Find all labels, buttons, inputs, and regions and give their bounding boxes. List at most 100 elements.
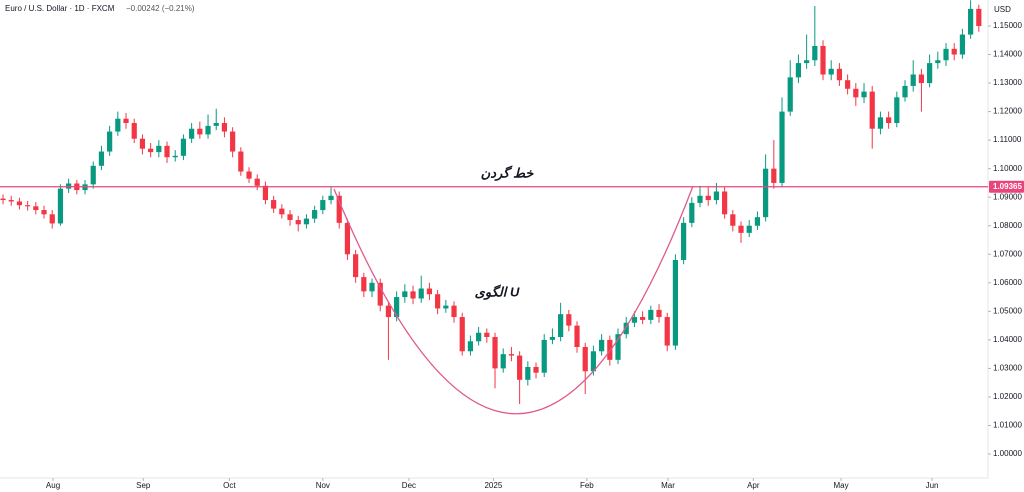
candle-body — [295, 220, 301, 225]
candle-body — [0, 198, 6, 201]
candle-body — [492, 337, 498, 369]
y-tick-label: 1.14000 — [993, 50, 1022, 59]
candle-body — [730, 214, 736, 226]
candle-body — [131, 123, 137, 139]
candle-body — [804, 60, 810, 64]
candle-body — [156, 145, 162, 153]
candle-body — [845, 80, 851, 89]
candle-body — [672, 259, 679, 346]
candle-body — [246, 171, 252, 179]
candle-body — [254, 178, 260, 186]
currency: USD — [994, 5, 1011, 14]
candle-body — [238, 151, 244, 172]
candle-body — [303, 218, 310, 225]
y-tick-label: 1.15000 — [993, 21, 1022, 30]
candle-body — [172, 155, 178, 158]
x-tick-label: Aug — [46, 481, 60, 490]
candle-body — [918, 74, 925, 84]
candle-body — [90, 165, 96, 185]
candle-body — [582, 347, 588, 372]
candle-body — [607, 339, 613, 360]
candle-body — [533, 366, 539, 373]
x-tick-label: Jun — [926, 481, 939, 490]
candle-body — [722, 191, 728, 215]
y-tick-label: 1.06000 — [993, 278, 1022, 287]
candle-body — [353, 254, 359, 278]
candle-body — [648, 309, 654, 320]
candle-body — [98, 151, 105, 166]
candle-body — [361, 277, 367, 292]
candle-body — [861, 91, 867, 98]
pattern-annotation: الگوی U — [475, 283, 520, 300]
candle-body — [459, 317, 465, 352]
candle-body — [549, 337, 556, 340]
candle-body — [754, 217, 761, 226]
candle-body — [820, 45, 826, 75]
candle-body — [681, 222, 687, 260]
candle-body — [213, 123, 219, 126]
candle-body — [508, 354, 515, 356]
y-tick-label: 1.13000 — [993, 78, 1022, 87]
candle-body — [959, 34, 966, 55]
candle-body — [566, 314, 572, 326]
candle-body — [107, 131, 113, 152]
candle-body — [189, 128, 195, 139]
candle-body — [894, 97, 900, 124]
y-tick-label: 1.10000 — [993, 164, 1022, 173]
candle-body — [16, 201, 23, 206]
candle-body — [435, 294, 441, 309]
candle-body — [763, 168, 769, 218]
candle-body — [8, 200, 14, 202]
candle-body — [57, 188, 64, 224]
candle-body — [656, 309, 662, 318]
candle-body — [443, 305, 449, 309]
candle-body — [935, 60, 941, 64]
neckline-annotation: خط گردن — [481, 164, 535, 181]
candle-body — [746, 225, 752, 233]
candle-body — [713, 191, 720, 201]
candle-body — [123, 118, 129, 124]
candle-body — [886, 117, 892, 124]
candle-body — [164, 145, 170, 158]
candle-body — [484, 332, 490, 338]
y-tick-label: 1.00000 — [993, 449, 1022, 458]
candle-body — [771, 168, 777, 183]
candle-body — [377, 282, 383, 306]
candle-body — [467, 341, 474, 352]
candle-body — [968, 8, 974, 35]
candle-body — [418, 288, 424, 299]
candle-body — [320, 200, 326, 211]
candle-body — [262, 185, 269, 201]
candle-body — [115, 118, 121, 132]
candle-body — [795, 63, 802, 78]
candle-body — [779, 111, 785, 183]
candle-body — [943, 48, 949, 61]
candle-body — [180, 138, 187, 156]
y-tick-label: 1.11000 — [993, 135, 1022, 144]
candle-body — [705, 195, 711, 201]
x-tick-label: 2025 — [484, 481, 502, 490]
y-tick-label: 1.07000 — [993, 249, 1022, 258]
y-tick-label: 1.09000 — [993, 192, 1022, 201]
candle-body — [197, 128, 203, 135]
candle-body — [640, 317, 646, 320]
candle-body — [451, 305, 457, 318]
candle-body — [836, 68, 843, 81]
candle-body — [25, 205, 31, 207]
x-tick-label: Sep — [136, 481, 151, 490]
candle-body — [148, 148, 154, 153]
x-tick-label: May — [833, 481, 848, 490]
x-tick-label: Nov — [316, 481, 330, 490]
candle-body — [271, 200, 277, 209]
candle-body — [541, 339, 547, 373]
candle-body — [500, 354, 506, 369]
y-tick-label: 1.12000 — [993, 107, 1022, 116]
neckline-price-label: 1.09365 — [993, 182, 1022, 191]
candle-body — [66, 183, 72, 189]
candle-body — [410, 291, 416, 299]
candle-body — [828, 68, 834, 75]
candle-body — [623, 322, 629, 335]
candle-body — [869, 91, 875, 129]
